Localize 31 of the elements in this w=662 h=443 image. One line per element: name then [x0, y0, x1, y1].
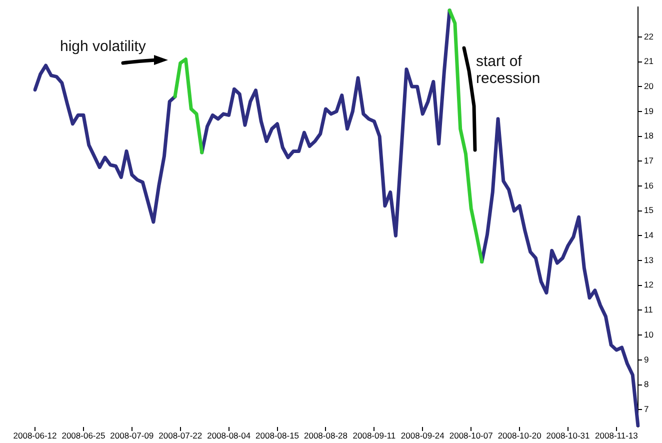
x-tick-label: 2008-08-28	[304, 430, 348, 440]
x-tick-label: 2008-06-25	[62, 430, 106, 440]
x-tick-label: 2008-07-09	[110, 430, 154, 440]
x-tick-label: 2008-10-20	[498, 430, 542, 440]
y-tick-label: 10	[644, 329, 654, 340]
x-tick-label: 2008-08-15	[256, 430, 300, 440]
y-tick-label: 9	[644, 354, 649, 364]
y-tick-label: 22	[644, 31, 654, 42]
y-tick-label: 15	[644, 205, 654, 216]
y-tick-label: 14	[644, 230, 654, 240]
x-tick-label: 2008-06-12	[13, 430, 58, 440]
x-tick-label: 2008-10-31	[546, 430, 590, 440]
x-tick-label: 2008-10-07	[449, 430, 494, 440]
y-tick-label: 21	[644, 56, 654, 66]
y-tick-label: 13	[644, 254, 654, 265]
y-tick-label: 7	[644, 404, 649, 414]
x-tick-label: 2008-07-22	[158, 430, 202, 440]
y-tick-label: 18	[644, 130, 654, 141]
y-tick-label: 19	[644, 106, 654, 116]
y-tick-label: 20	[644, 80, 654, 91]
x-tick-label: 2008-08-04	[207, 430, 251, 440]
y-tick-label: 11	[644, 304, 654, 315]
x-tick-label: 2008-09-24	[400, 430, 445, 440]
annotation: high volatility	[60, 38, 147, 55]
annotation: start of recession	[476, 53, 542, 87]
y-tick-label: 17	[644, 155, 654, 166]
y-tick-label: 12	[644, 280, 654, 290]
y-tick-label: 8	[644, 379, 649, 390]
x-tick-label: 2008-11-13	[595, 430, 638, 440]
y-tick-label: 16	[644, 180, 654, 190]
x-tick-label: 2008-09-11	[352, 430, 396, 440]
